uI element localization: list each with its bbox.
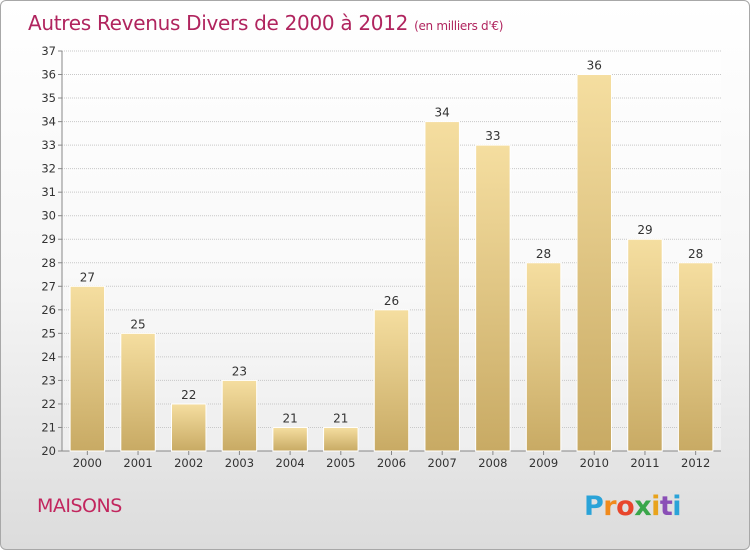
bar-2002 <box>170 403 207 452</box>
logo-letter: P <box>584 491 604 522</box>
bar-value-label: 34 <box>435 106 450 120</box>
bar-2009 <box>525 262 562 452</box>
logo-letter: o <box>616 491 635 522</box>
bar-2005 <box>323 426 359 452</box>
y-tick-label: 25 <box>41 326 56 340</box>
bar-2010 <box>576 74 613 452</box>
y-tick-label: 26 <box>41 303 56 317</box>
y-tick-label: 29 <box>41 232 56 246</box>
x-tick-label: 2001 <box>123 456 152 470</box>
x-tick-label: 2005 <box>326 456 355 470</box>
y-tick-label: 35 <box>41 91 56 105</box>
y-tick-label: 24 <box>41 350 56 364</box>
x-tick-label: 2012 <box>681 456 710 470</box>
logo-letter: i <box>651 491 660 522</box>
y-tick-label: 21 <box>41 420 56 434</box>
commune-name: MAISONS <box>37 495 122 517</box>
bar-value-label: 29 <box>637 223 652 237</box>
y-tick-label: 22 <box>41 397 56 411</box>
bar-2000 <box>69 285 106 452</box>
y-tick-label: 27 <box>41 279 56 293</box>
x-tick-label: 2000 <box>73 456 102 470</box>
bar-value-label: 36 <box>587 59 602 73</box>
y-tick-label: 34 <box>41 115 56 129</box>
y-tick-label: 28 <box>41 256 56 270</box>
x-tick-label: 2008 <box>478 456 507 470</box>
bar-value-label: 26 <box>384 294 399 308</box>
y-tick-label: 30 <box>41 209 56 223</box>
bar-value-label: 21 <box>333 411 348 425</box>
proxiti-logo[interactable]: Proxiti <box>584 491 682 522</box>
logo-letter: r <box>603 491 617 522</box>
x-tick-label: 2002 <box>174 456 203 470</box>
bar-2004 <box>272 426 308 452</box>
y-tick-label: 31 <box>41 185 56 199</box>
bar-value-label: 22 <box>181 388 196 402</box>
x-tick-label: 2006 <box>377 456 406 470</box>
bar-2011 <box>627 238 663 452</box>
x-tick-label: 2010 <box>580 456 609 470</box>
y-tick-label: 33 <box>41 138 56 152</box>
x-tick-label: 2009 <box>529 456 558 470</box>
logo-letter: i <box>672 491 682 522</box>
y-tick-label: 32 <box>41 162 56 176</box>
bar-value-label: 28 <box>688 247 703 261</box>
chart-title: Autres Revenus Divers de 2000 à 2012 (en … <box>28 11 503 35</box>
logo-letter: t <box>659 491 673 522</box>
bar-value-label: 23 <box>232 364 247 378</box>
bar-value-label: 21 <box>282 411 297 425</box>
bar-2001 <box>120 332 156 452</box>
y-tick-label: 23 <box>41 373 56 387</box>
chart-unit-label: (en milliers d'€) <box>414 19 504 33</box>
bar-2006 <box>373 309 410 452</box>
x-tick-label: 2003 <box>225 456 254 470</box>
bar-value-label: 33 <box>485 129 500 143</box>
x-tick-label: 2011 <box>630 456 659 470</box>
bar-value-label: 28 <box>536 247 551 261</box>
bar-2003 <box>221 379 258 452</box>
logo-letter: x <box>634 491 652 522</box>
x-tick-label: 2004 <box>275 456 304 470</box>
bar-2007 <box>424 121 460 452</box>
bar-value-label: 27 <box>80 270 95 284</box>
x-tick-label: 2007 <box>428 456 457 470</box>
bar-2008 <box>475 144 511 452</box>
bar-value-label: 25 <box>130 317 145 331</box>
bar-2012 <box>677 262 714 452</box>
chart-title-text: Autres Revenus Divers de 2000 à 2012 <box>28 11 409 35</box>
y-tick-label: 37 <box>41 44 56 58</box>
y-tick-label: 36 <box>41 68 56 82</box>
y-tick-label: 20 <box>41 444 56 458</box>
